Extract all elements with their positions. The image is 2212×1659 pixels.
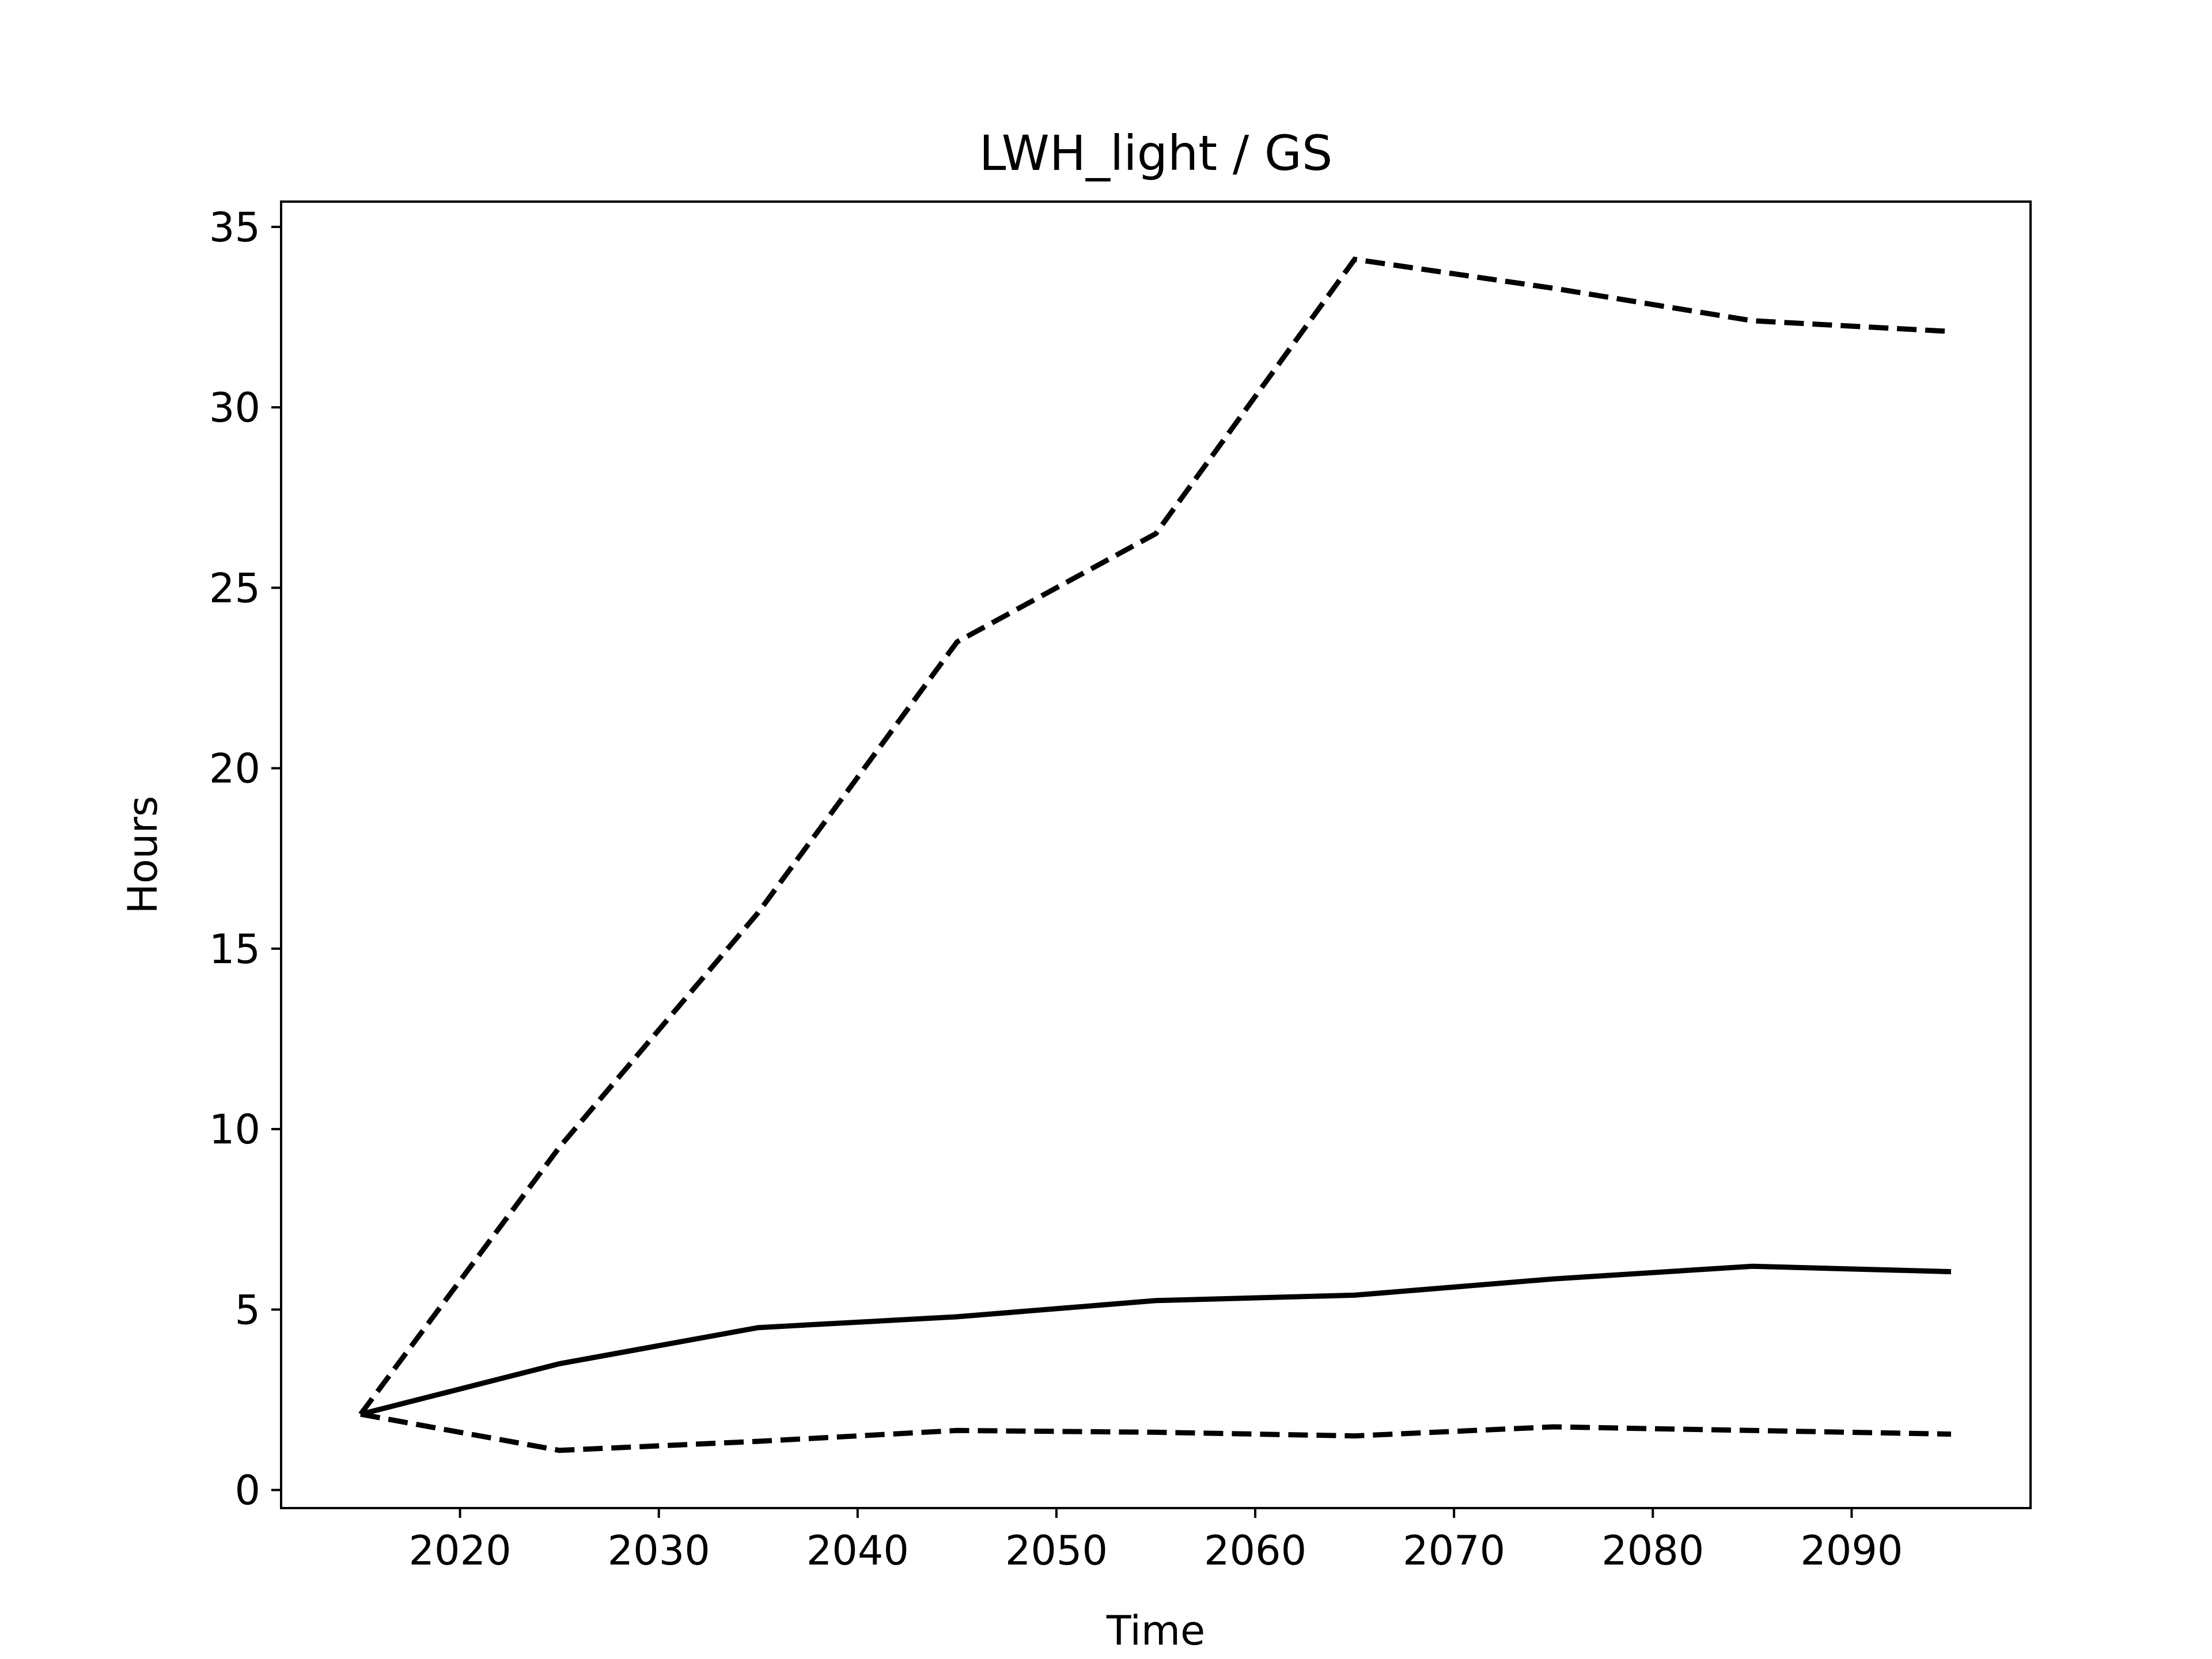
y-axis-ticks: 0 5 10 15 20 25 30 35 <box>209 204 281 1514</box>
x-tick-label-1: 2030 <box>608 1527 710 1574</box>
x-axis-ticks: 2020 2030 2040 2050 2060 2070 2080 2090 <box>409 1508 1903 1574</box>
y-tick-label-1: 5 <box>234 1286 260 1334</box>
y-tick-label-4: 20 <box>209 745 260 793</box>
series-line-1 <box>359 1263 1952 1417</box>
y-tick-label-7: 35 <box>209 204 260 251</box>
series-line-0 <box>358 256 1952 1416</box>
x-tick-label-3: 2050 <box>1005 1527 1108 1574</box>
x-tick-label-4: 2060 <box>1204 1527 1306 1574</box>
y-tick-label-5: 25 <box>209 565 260 612</box>
y-tick-label-0: 0 <box>234 1467 260 1514</box>
y-tick-label-2: 10 <box>209 1106 260 1153</box>
x-tick-label-0: 2020 <box>409 1527 512 1574</box>
y-tick-label-3: 15 <box>209 926 260 973</box>
x-tick-label-2: 2040 <box>806 1527 909 1574</box>
x-tick-label-5: 2070 <box>1403 1527 1505 1574</box>
chart-title: LWH_light / GS <box>979 125 1333 181</box>
y-tick-label-6: 30 <box>209 384 260 431</box>
x-tick-label-7: 2090 <box>1800 1527 1903 1574</box>
y-axis-label: Hours <box>119 796 166 914</box>
series-layer <box>358 256 1952 1453</box>
series-line-2 <box>360 1411 1952 1453</box>
x-axis-label: Time <box>1106 1607 1205 1654</box>
x-tick-label-6: 2080 <box>1601 1527 1704 1574</box>
plot-frame <box>280 200 2032 1509</box>
